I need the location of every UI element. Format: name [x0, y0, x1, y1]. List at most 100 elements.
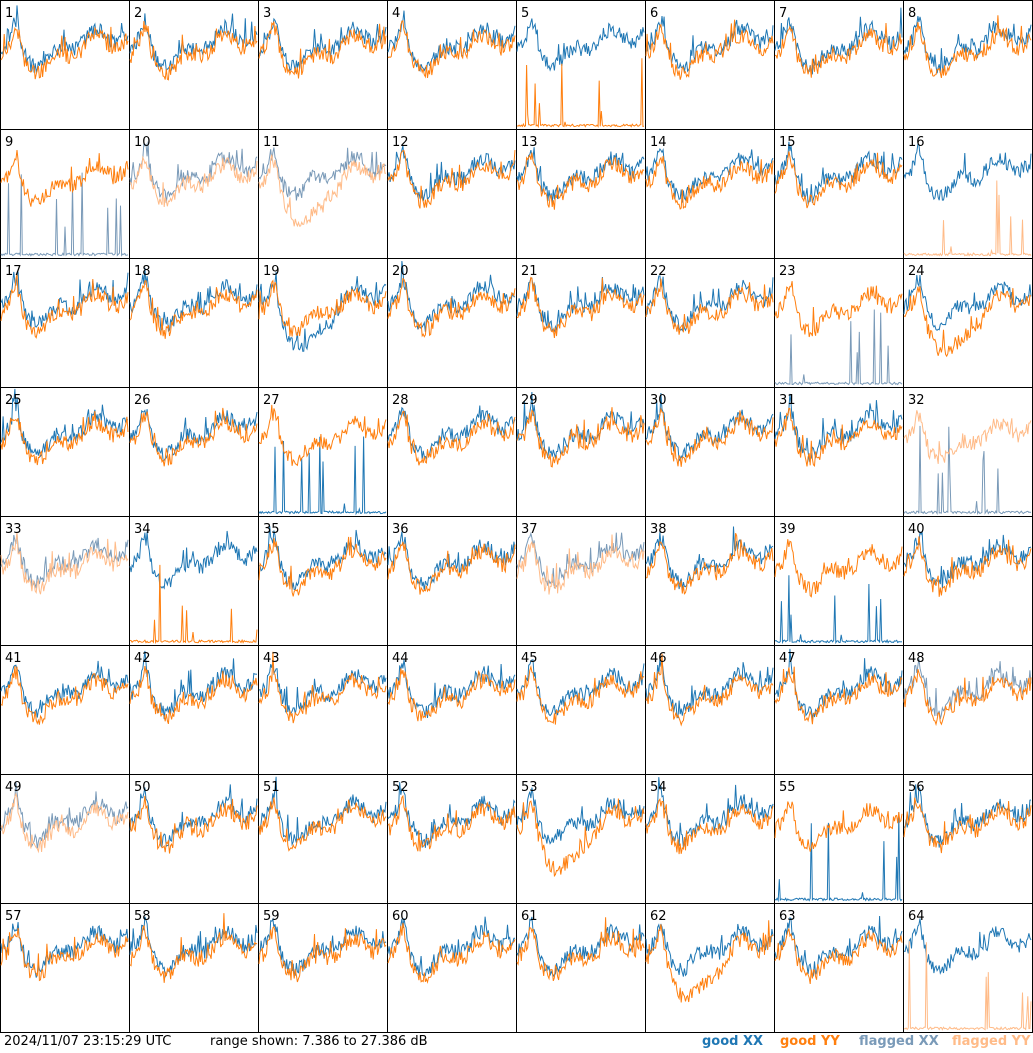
- good-yy-line: [903, 797, 1032, 854]
- flagged-yy-line: [0, 792, 129, 854]
- good-xx-line: [645, 526, 774, 590]
- good-xx-line: [129, 409, 258, 462]
- good-xx-line: [129, 13, 258, 72]
- flagged-xx-line: [0, 172, 129, 257]
- flagged-xx-line: [774, 309, 903, 386]
- panel-number-label: 45: [521, 651, 538, 666]
- good-yy-line: [258, 797, 387, 852]
- panel-12: 12: [387, 129, 517, 259]
- good-yy-line: [387, 410, 516, 466]
- good-xx-line: [516, 659, 645, 717]
- good-yy-line: [387, 277, 516, 338]
- good-yy-line: [258, 404, 387, 467]
- panel-number-label: 46: [650, 651, 667, 666]
- panel-number-label: 62: [650, 909, 667, 924]
- good-yy-line: [774, 281, 903, 338]
- panel-number-label: 2: [134, 6, 142, 21]
- panel-21: 21: [516, 258, 646, 388]
- panel-number-label: 13: [521, 135, 538, 150]
- panel-frame: [903, 0, 1033, 130]
- panel-39: 39: [774, 516, 904, 646]
- panel-number-label: 40: [908, 522, 925, 537]
- good-yy-line: [387, 668, 516, 722]
- panel-28: 28: [387, 387, 517, 517]
- good-yy-line: [645, 920, 774, 1003]
- panel-10: 10: [129, 129, 259, 259]
- good-xx-line: [258, 271, 387, 352]
- panel-49: 49: [0, 774, 130, 904]
- good-yy-line: [645, 407, 774, 467]
- panel-26: 26: [129, 387, 259, 517]
- panel-number-label: 34: [134, 522, 151, 537]
- panel-54: 54: [645, 774, 775, 904]
- good-yy-line: [774, 407, 903, 468]
- good-xx-line: [516, 916, 645, 978]
- panel-number-label: 44: [392, 651, 409, 666]
- panel-61: 61: [516, 903, 646, 1033]
- good-yy-line: [129, 795, 258, 854]
- panel-frame: [645, 0, 775, 130]
- good-yy-line: [129, 280, 258, 339]
- legend-good-yy: good YY: [780, 1034, 840, 1049]
- good-xx-line: [903, 918, 1032, 975]
- good-xx-line: [258, 436, 387, 516]
- legend-flagged-yy: flagged YY: [952, 1034, 1031, 1049]
- good-yy-line: [516, 665, 645, 725]
- good-yy-line: [387, 922, 516, 984]
- good-yy-line: [0, 927, 129, 982]
- panel-number-label: 7: [779, 6, 787, 21]
- good-xx-line: [387, 405, 516, 460]
- range-label: range shown: 7.386 to 27.386 dB: [210, 1034, 428, 1049]
- panel-7: 7: [774, 0, 904, 130]
- panel-52: 52: [387, 774, 517, 904]
- good-yy-line: [516, 407, 645, 468]
- panel-22: 22: [645, 258, 775, 388]
- good-yy-line: [903, 15, 1032, 79]
- good-yy-line: [645, 797, 774, 855]
- good-xx-line: [516, 18, 645, 72]
- panel-19: 19: [258, 258, 388, 388]
- panel-number-label: 1: [5, 6, 13, 21]
- good-yy-line: [258, 651, 387, 724]
- good-yy-line: [903, 536, 1032, 597]
- good-yy-line: [129, 564, 258, 645]
- panel-number-label: 24: [908, 264, 925, 279]
- panel-number-label: 6: [650, 6, 658, 21]
- good-yy-line: [645, 653, 774, 727]
- panel-number-label: 35: [263, 522, 280, 537]
- flagged-xx-line: [0, 781, 129, 849]
- good-xx-line: [0, 388, 129, 458]
- panel-frame: [774, 0, 904, 130]
- panel-number-label: 41: [5, 651, 22, 666]
- panel-number-label: 32: [908, 393, 925, 408]
- panel-58: 58: [129, 903, 259, 1033]
- panel-37: 37: [516, 516, 646, 646]
- good-yy-line: [0, 666, 129, 725]
- flagged-yy-line: [903, 180, 1032, 257]
- panel-number-label: 30: [650, 393, 667, 408]
- good-yy-line: [387, 150, 516, 209]
- panel-number-label: 54: [650, 780, 667, 795]
- panel-11: 11: [258, 129, 388, 259]
- panel-number-label: 11: [263, 135, 280, 150]
- panel-4: 4: [387, 0, 517, 130]
- panel-number-label: 38: [650, 522, 667, 537]
- good-yy-line: [129, 666, 258, 725]
- panel-53: 53: [516, 774, 646, 904]
- panel-50: 50: [129, 774, 259, 904]
- good-yy-line: [387, 541, 516, 595]
- panel-30: 30: [645, 387, 775, 517]
- panel-number-label: 19: [263, 264, 280, 279]
- good-xx-line: [774, 7, 903, 75]
- flagged-yy-line: [129, 155, 258, 208]
- panel-25: 25: [0, 387, 130, 517]
- good-yy-line: [387, 794, 516, 852]
- panel-number-label: 61: [521, 909, 538, 924]
- good-xx-line: [774, 575, 903, 645]
- panel-number-label: 52: [392, 780, 409, 795]
- panel-number-label: 56: [908, 780, 925, 795]
- panel-number-label: 37: [521, 522, 538, 537]
- flagged-xx-line: [903, 425, 1032, 515]
- good-xx-line: [516, 787, 645, 845]
- panel-9: 9: [0, 129, 130, 259]
